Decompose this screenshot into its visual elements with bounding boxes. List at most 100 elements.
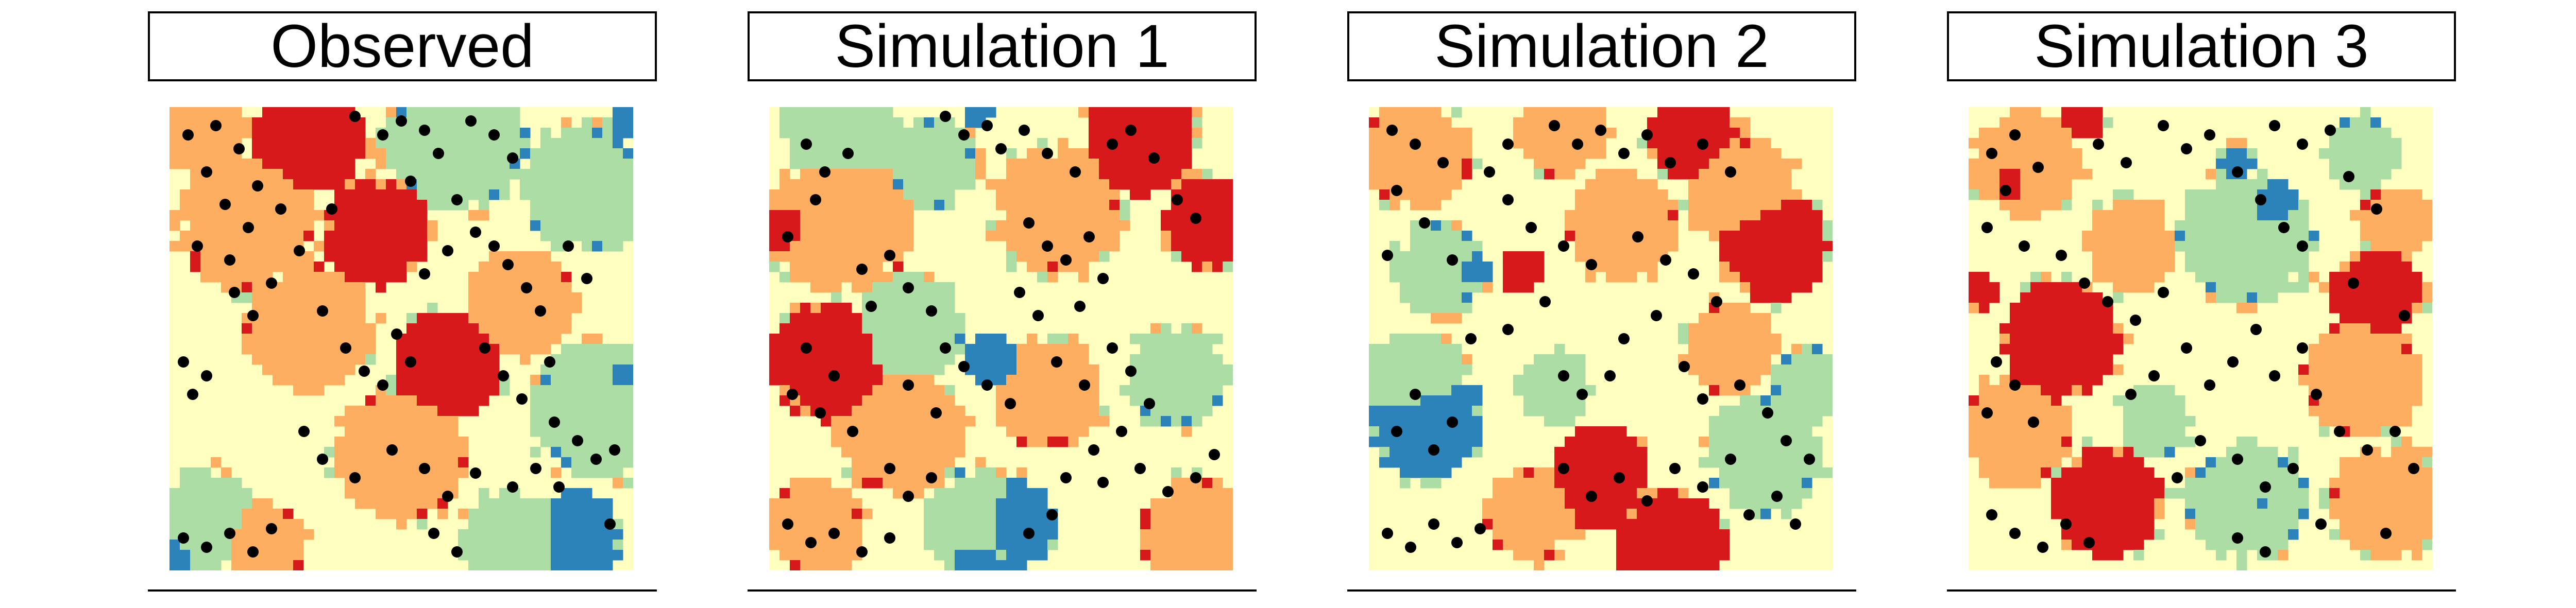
heatmap-cell bbox=[2154, 447, 2165, 458]
heatmap-cell bbox=[1006, 529, 1017, 540]
heatmap-cell bbox=[180, 159, 191, 169]
heatmap-cell bbox=[303, 375, 314, 386]
heatmap-cell bbox=[1140, 128, 1151, 138]
heatmap-cell bbox=[561, 220, 572, 231]
heatmap-cell bbox=[790, 200, 801, 211]
heatmap-cell bbox=[417, 169, 428, 180]
heatmap-cell bbox=[561, 375, 572, 386]
heatmap-cell bbox=[211, 560, 222, 570]
heatmap-cell bbox=[1771, 272, 1782, 283]
heatmap-cell bbox=[314, 282, 325, 293]
heatmap-cell bbox=[2381, 467, 2392, 478]
heatmap-cell bbox=[769, 262, 780, 272]
heatmap-cell bbox=[821, 200, 832, 211]
heatmap-cell bbox=[376, 313, 386, 324]
heatmap-cell bbox=[2381, 200, 2392, 211]
heatmap-cell bbox=[1771, 210, 1782, 221]
heatmap-cell bbox=[613, 107, 623, 118]
heatmap-cell bbox=[965, 488, 976, 499]
heatmap-cell bbox=[2370, 406, 2381, 416]
heatmap-cell bbox=[200, 251, 211, 262]
heatmap-cell bbox=[2236, 189, 2247, 200]
heatmap-cell bbox=[468, 550, 479, 561]
heatmap-cell bbox=[1451, 282, 1462, 293]
heatmap-cell bbox=[1637, 138, 1648, 149]
heatmap-cell bbox=[561, 540, 572, 550]
heatmap-cell bbox=[1637, 519, 1648, 530]
heatmap-cell bbox=[2350, 416, 2361, 427]
heatmap-cell bbox=[1791, 210, 1802, 221]
data-point bbox=[1042, 148, 1053, 159]
heatmap-cell bbox=[200, 519, 211, 530]
heatmap-cell bbox=[1771, 385, 1782, 396]
heatmap-cell bbox=[810, 550, 821, 561]
heatmap-cell bbox=[1709, 200, 1720, 211]
heatmap-cell bbox=[996, 220, 1007, 231]
heatmap-cell bbox=[1078, 220, 1089, 231]
heatmap-cell bbox=[1181, 200, 1192, 211]
heatmap-cell bbox=[2051, 498, 2062, 509]
heatmap-cell bbox=[800, 354, 811, 365]
heatmap-cell bbox=[221, 159, 232, 169]
heatmap-cell bbox=[293, 189, 304, 200]
heatmap-cell bbox=[1688, 128, 1699, 138]
heatmap-cell bbox=[2381, 241, 2392, 252]
heatmap-cell bbox=[468, 560, 479, 570]
heatmap-cell bbox=[1006, 375, 1017, 386]
heatmap-cell bbox=[800, 107, 811, 118]
heatmap-cell bbox=[2329, 148, 2340, 159]
heatmap-cell bbox=[1161, 550, 1172, 561]
heatmap-cell bbox=[2329, 159, 2340, 169]
heatmap-cell bbox=[852, 364, 862, 375]
heatmap-cell bbox=[996, 354, 1007, 365]
heatmap-cell bbox=[831, 189, 842, 200]
heatmap-cell bbox=[2278, 272, 2289, 283]
heatmap-cell bbox=[1709, 313, 1720, 324]
heatmap-cell bbox=[2216, 457, 2227, 468]
heatmap-cell bbox=[1740, 262, 1751, 272]
heatmap-cell bbox=[2329, 375, 2340, 386]
heatmap-cell bbox=[1771, 447, 1782, 458]
heatmap-cell bbox=[1750, 437, 1761, 447]
heatmap-cell bbox=[1058, 210, 1069, 221]
heatmap-cell bbox=[242, 179, 252, 190]
data-point bbox=[1391, 426, 1402, 437]
heatmap-cell bbox=[2020, 478, 2031, 489]
heatmap-cell bbox=[1791, 251, 1802, 262]
heatmap-cell bbox=[1585, 220, 1596, 231]
heatmap-cell bbox=[417, 179, 428, 190]
heatmap-cell bbox=[1037, 220, 1048, 231]
heatmap-cell bbox=[582, 540, 592, 550]
heatmap-cell bbox=[1369, 169, 1380, 180]
heatmap-cell bbox=[1451, 169, 1462, 180]
heatmap-cell bbox=[1431, 385, 1442, 396]
heatmap-cell bbox=[1181, 169, 1192, 180]
heatmap-cell bbox=[190, 117, 201, 128]
heatmap-cell bbox=[1161, 148, 1172, 159]
heatmap-cell bbox=[1730, 138, 1740, 149]
heatmap-cell bbox=[2370, 354, 2381, 365]
heatmap-cell bbox=[2370, 251, 2381, 262]
heatmap-cell bbox=[841, 437, 852, 447]
heatmap-cell bbox=[1410, 231, 1421, 241]
heatmap-cell bbox=[448, 179, 459, 190]
heatmap-cell bbox=[2103, 220, 2113, 231]
heatmap-cell bbox=[852, 200, 862, 211]
heatmap-cell bbox=[417, 406, 428, 416]
heatmap-cell bbox=[893, 179, 904, 190]
heatmap-cell bbox=[1027, 344, 1038, 355]
heatmap-cell bbox=[852, 478, 862, 489]
heatmap-cell bbox=[1730, 241, 1740, 252]
heatmap-cell bbox=[810, 179, 821, 190]
heatmap-cell bbox=[1047, 519, 1058, 530]
heatmap-cell bbox=[2041, 467, 2052, 478]
heatmap-cell bbox=[934, 488, 945, 499]
heatmap-cell bbox=[293, 375, 304, 386]
data-point bbox=[465, 115, 477, 127]
heatmap-cell bbox=[406, 241, 417, 252]
heatmap-cell bbox=[1750, 416, 1761, 427]
heatmap-cell bbox=[1719, 364, 1730, 375]
heatmap-cell bbox=[190, 529, 201, 540]
heatmap-cell bbox=[200, 189, 211, 200]
heatmap-cell bbox=[190, 488, 201, 499]
